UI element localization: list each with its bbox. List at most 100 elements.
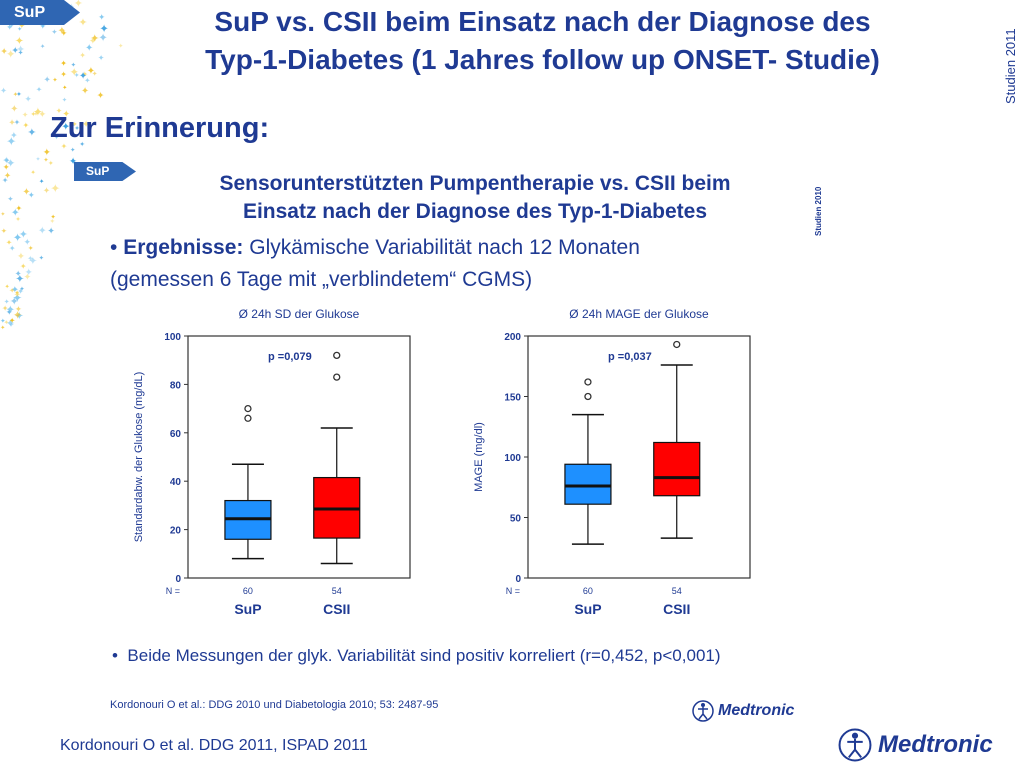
decorative-star: ✦ <box>90 33 99 45</box>
decorative-star: ✦ <box>36 156 41 163</box>
decorative-star: ✦ <box>10 104 18 115</box>
decorative-star: ✦ <box>43 148 51 159</box>
decorative-star: ✦ <box>62 97 67 104</box>
decorative-star: ✦ <box>14 118 21 127</box>
decorative-star: ✦ <box>6 307 14 317</box>
decorative-star: ✦ <box>0 317 6 325</box>
decorative-star: ✦ <box>13 285 19 294</box>
decorative-star: ✦ <box>0 325 5 331</box>
decorative-star: ✦ <box>98 32 108 44</box>
decorative-star: ✦ <box>43 156 49 164</box>
decorative-star: ✦ <box>30 168 36 176</box>
outlier-point <box>584 392 592 401</box>
p-value: p =0,037 <box>608 351 652 363</box>
decorative-star: ✦ <box>6 134 16 148</box>
outlier-point <box>333 351 341 360</box>
decorative-star: ✦ <box>24 237 32 247</box>
decorative-star: ✦ <box>84 76 91 85</box>
footer-citation: Kordonouri O et al. DDG 2011, ISPAD 2011 <box>60 737 368 754</box>
chart-mage-glucose: Ø 24h MAGE der Glukose 0 50 100 150 200 MAGE (… <box>470 300 770 620</box>
decorative-star: ✦ <box>17 26 22 33</box>
decorative-star: ✦ <box>87 66 96 77</box>
decorative-star: ✦ <box>19 229 28 241</box>
decorative-star: ✦ <box>2 176 9 185</box>
decorative-star: ✦ <box>39 254 45 262</box>
chart-sd-glucose: Ø 24h SD der Glukose 0 20 40 60 80 100 Standard… <box>130 300 430 620</box>
title-line-1: SuP vs. CSII beim Einsatz nach der Diagn… <box>214 6 871 37</box>
n-value: 60 <box>243 586 253 596</box>
inner-slide-title: Sensorunterstützten Pumpentherapie vs. C… <box>150 170 800 226</box>
chart-title: Ø 24h SD der Glukose <box>239 307 360 321</box>
decorative-star: ✦ <box>74 0 83 10</box>
decorative-star: ✦ <box>15 269 23 279</box>
decorative-star: ✦ <box>62 84 67 91</box>
decorative-star: ✦ <box>4 170 12 180</box>
decorative-star: ✦ <box>23 271 31 282</box>
results-bold-label: Ergebnisse: <box>123 236 244 259</box>
medtronic-figure-icon <box>838 728 872 762</box>
n-value: 60 <box>583 586 593 596</box>
results-text: • Ergebnisse: Glykämische Variabilität n… <box>110 236 640 291</box>
decorative-star: ✦ <box>18 49 24 57</box>
inner-medtronic-logo: Medtronic <box>692 700 794 722</box>
decorative-star: ✦ <box>33 110 39 118</box>
decorative-star: ✦ <box>60 59 67 68</box>
chart-svg: Ø 24h MAGE der Glukose 0 50 100 150 200 MAGE (… <box>473 307 751 617</box>
decorative-star: ✦ <box>15 311 24 323</box>
decorative-star: ✦ <box>11 45 19 56</box>
decorative-star: ✦ <box>7 195 14 204</box>
outlier-point <box>244 404 252 413</box>
inner-sup-tag: SuP <box>74 162 136 181</box>
n-label: N = <box>166 586 180 596</box>
decorative-star: ✦ <box>6 158 15 170</box>
decorative-star: ✦ <box>4 320 9 327</box>
decorative-star: ✦ <box>33 105 43 119</box>
decorative-star: ✦ <box>79 71 87 82</box>
decorative-star: ✦ <box>61 122 70 133</box>
decorative-star: ✦ <box>27 254 34 263</box>
decorative-star: ✦ <box>27 127 36 139</box>
decorative-star: ✦ <box>82 120 90 131</box>
y-tick-label: 100 <box>164 332 181 343</box>
decorative-star: ✦ <box>10 296 19 308</box>
decorative-star: ✦ <box>25 268 33 279</box>
decorative-star: ✦ <box>85 43 94 54</box>
decorative-star: ✦ <box>60 28 68 38</box>
decorative-star: ✦ <box>52 77 57 84</box>
y-tick-label: 40 <box>170 477 182 488</box>
decorative-star: ✦ <box>11 284 19 294</box>
decorative-star: ✦ <box>92 70 98 78</box>
n-value: 54 <box>332 586 342 596</box>
decorative-star: ✦ <box>17 287 24 296</box>
decorative-star: ✦ <box>9 316 16 325</box>
y-tick-label: 200 <box>504 332 521 343</box>
decorative-star: ✦ <box>6 238 13 247</box>
decorative-star: ✦ <box>47 226 55 237</box>
y-tick-label: 50 <box>510 514 522 525</box>
y-tick-label: 60 <box>170 429 182 440</box>
decorative-star: ✦ <box>0 46 8 57</box>
decorative-star: ✦ <box>8 118 16 128</box>
outlier-point <box>333 373 341 381</box>
decorative-star: ✦ <box>2 304 9 313</box>
decorative-star: ✦ <box>9 21 15 29</box>
decorative-star: ✦ <box>23 121 30 130</box>
decorative-star: ✦ <box>58 25 67 37</box>
box-csii <box>653 441 701 497</box>
inner-title-line-2: Einsatz nach der Diagnose des Typ-1-Diab… <box>242 200 708 223</box>
decorative-star: ✦ <box>16 204 23 213</box>
decorative-star: ✦ <box>43 186 51 196</box>
category-label: SuP <box>574 601 601 617</box>
decorative-star: ✦ <box>43 75 51 85</box>
decorative-star: ✦ <box>39 178 45 186</box>
decorative-star: ✦ <box>28 244 34 252</box>
decorative-star: ✦ <box>30 110 36 118</box>
decorative-star: ✦ <box>0 211 5 218</box>
decorative-star: ✦ <box>79 51 86 60</box>
decorative-star: ✦ <box>69 157 77 168</box>
decorative-star-pattern: ✦✦✦✦✦✦✦✦✦✦✦✦✦✦✦✦✦✦✦✦✦✦✦✦✦✦✦✦✦✦✦✦✦✦✦✦✦✦✦✦… <box>0 0 124 331</box>
side-label-studien-2011: Studien 2011 <box>1003 28 1018 104</box>
medtronic-figure-icon <box>692 700 714 722</box>
y-tick-label: 100 <box>504 453 521 464</box>
decorative-star: ✦ <box>36 85 42 94</box>
